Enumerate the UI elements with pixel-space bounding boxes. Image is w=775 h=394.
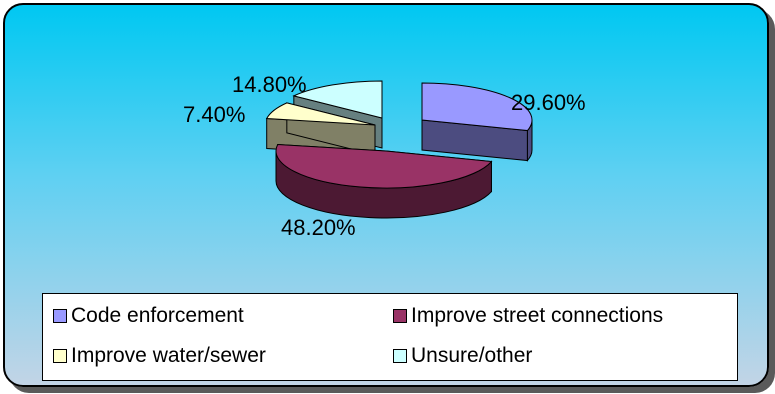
legend-label: Code enforcement — [71, 304, 244, 327]
pie-data-labels: 29.60% 48.20% 7.40% 14.80% — [183, 72, 586, 240]
chart-frame: 29.60% 48.20% 7.40% 14.80% Code enforcem… — [3, 3, 769, 387]
pie-chart: 29.60% 48.20% 7.40% 14.80% — [183, 72, 586, 240]
pie-slices — [265, 80, 533, 219]
legend-swatch — [53, 349, 67, 363]
legend-item-improve-street-connections: Improve street connections — [393, 304, 663, 328]
data-label-code-enforcement: 29.60% — [511, 90, 586, 115]
pie-slice-improve-water-sewer — [265, 102, 376, 126]
legend-swatch — [393, 309, 407, 323]
legend-swatch — [53, 309, 67, 323]
data-label-improve-street-connections: 48.20% — [281, 215, 356, 240]
pie-slice-improve-street-connections — [275, 144, 493, 189]
legend-label: Unsure/other — [411, 344, 533, 367]
legend-item-improve-water-sewer: Improve water/sewer — [53, 344, 266, 368]
legend-label: Improve water/sewer — [71, 344, 266, 367]
data-label-unsure-other: 14.80% — [232, 72, 307, 97]
legend-swatch — [393, 349, 407, 363]
pie-slice-unsure-other — [292, 80, 383, 119]
chart-legend: Code enforcement Improve street connecti… — [42, 293, 738, 381]
data-label-improve-water-sewer: 7.40% — [183, 102, 245, 127]
legend-label: Improve street connections — [411, 304, 664, 327]
legend-item-code-enforcement: Code enforcement — [53, 304, 244, 328]
pie-slice-code-enforcement — [421, 82, 533, 132]
legend-item-unsure-other: Unsure/other — [393, 344, 532, 368]
